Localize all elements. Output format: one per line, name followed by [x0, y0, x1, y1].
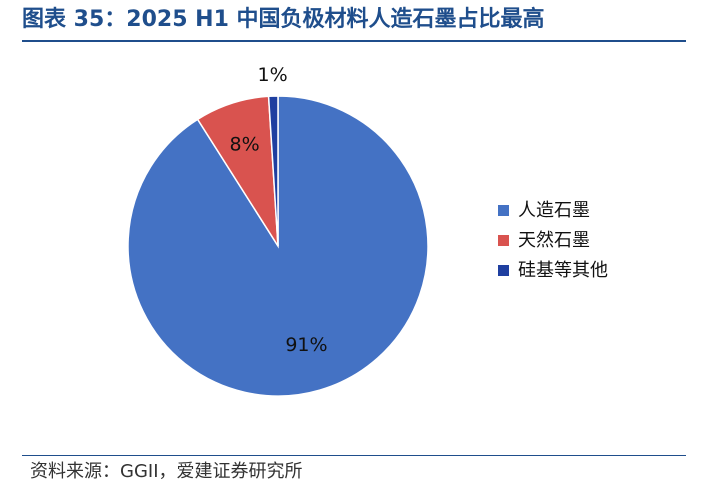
pie-slice-2: [267, 95, 279, 247]
slice-label-2: 1%: [258, 64, 288, 86]
legend-label-1: 天然石墨: [518, 230, 590, 251]
legend-label-0: 人造石墨: [518, 200, 590, 221]
slice-label-1: 8%: [230, 133, 260, 155]
title-divider: [22, 40, 686, 42]
chart-title: 图表 35：2025 H1 中国负极材料人造石墨占比最高: [22, 7, 545, 32]
source-note: 资料来源：GGII，爱建证券研究所: [30, 461, 303, 482]
legend-swatch-1: [498, 235, 509, 246]
legend-label-2: 硅基等其他: [518, 260, 608, 281]
legend-swatch-2: [498, 265, 509, 276]
source-divider: [22, 455, 686, 456]
legend-swatch-0: [498, 205, 509, 216]
slice-label-0: 91%: [285, 334, 327, 356]
